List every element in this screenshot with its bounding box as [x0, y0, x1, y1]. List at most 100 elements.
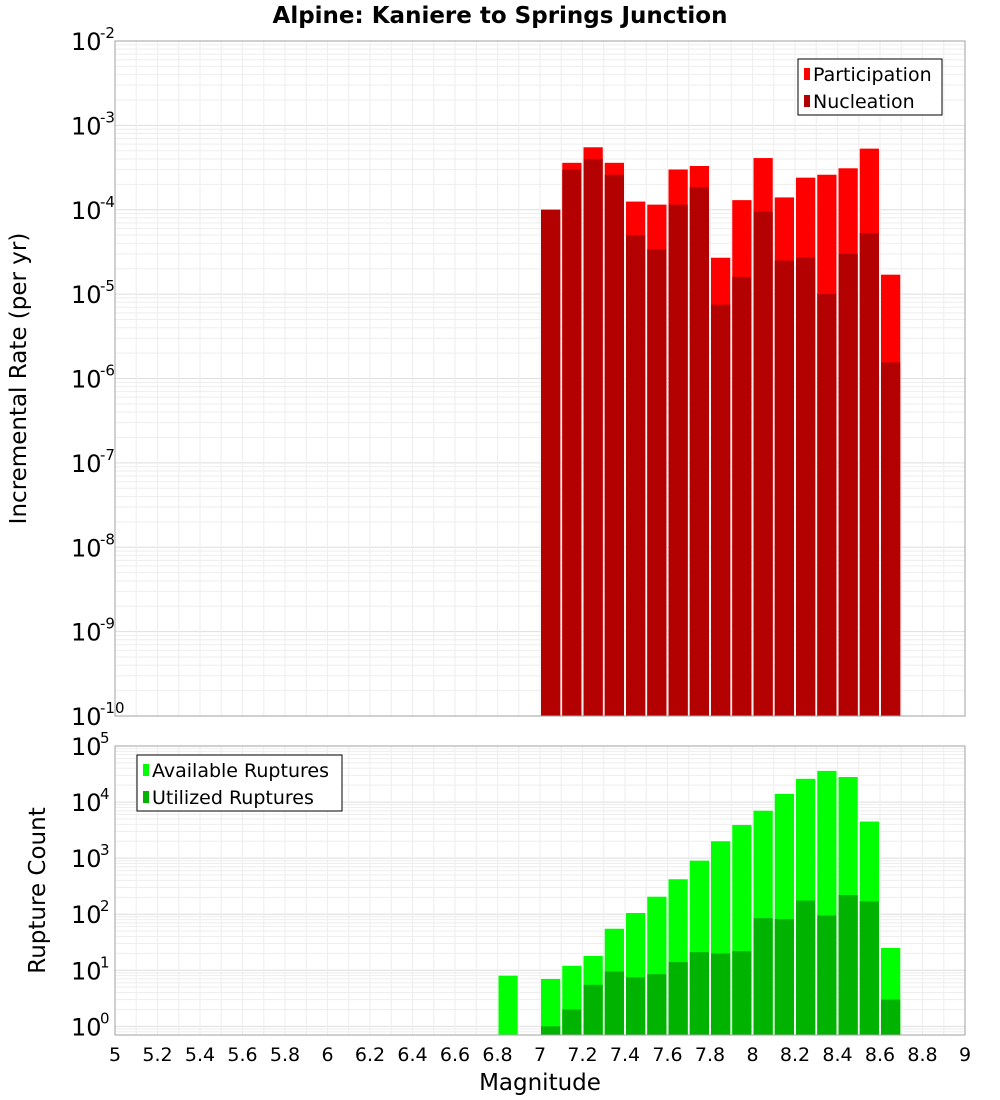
y-tick-exponent: -8 [100, 530, 115, 548]
x-tick-label: 5.2 [142, 1044, 172, 1066]
y-tick-exponent: -9 [100, 615, 115, 633]
y-tick-label: 10 [71, 197, 102, 225]
nucleation-bar [838, 253, 858, 716]
utilized-ruptures-bar [626, 977, 646, 1035]
x-tick-label: 6.8 [482, 1044, 512, 1066]
nucleation-bar [774, 260, 794, 716]
x-tick-label: 8.6 [865, 1044, 895, 1066]
x-tick-label: 6 [321, 1044, 333, 1066]
utilized-ruptures-bar [753, 918, 773, 1035]
x-axis: 5 5.2 5.4 5.6 5.8 6 6.2 6.4 6.6 6.8 7 7.2 7.4 7.6 7.8 8… [109, 1044, 971, 1066]
x-tick-label: 8.2 [780, 1044, 810, 1066]
nucleation-bar [583, 158, 603, 717]
utilized-ruptures-bar [583, 984, 603, 1035]
x-tick-label: 8.4 [822, 1044, 852, 1066]
y-tick-exponent: 1 [100, 953, 110, 971]
y-tick-exponent: 0 [100, 1009, 110, 1027]
y-tick-label: 10 [71, 789, 102, 817]
x-tick-label: 7.8 [695, 1044, 725, 1066]
nucleation-bar [541, 209, 561, 716]
utilized-ruptures-bar [881, 999, 901, 1035]
nucleation-bar [689, 187, 709, 716]
x-tick-label: 9 [959, 1044, 971, 1066]
x-tick-label: 6.4 [397, 1044, 427, 1066]
available-ruptures-bar [541, 978, 561, 1035]
x-tick-label: 8 [746, 1044, 758, 1066]
x-tick-label: 7 [534, 1044, 546, 1066]
x-tick-label: 5 [109, 1044, 121, 1066]
x-tick-label: 8.8 [907, 1044, 937, 1066]
legend-label: Nucleation [813, 91, 915, 113]
utilized-ruptures-bar [647, 974, 667, 1035]
utilized-ruptures-bar [859, 901, 879, 1035]
y-tick-label: 10 [71, 619, 102, 647]
utilized-ruptures-bar [668, 962, 688, 1035]
x-tick-label: 5.6 [227, 1044, 257, 1066]
nucleation-bar [796, 257, 816, 716]
utilized-ruptures-bar [732, 951, 752, 1035]
chart-title: Alpine: Kaniere to Springs Junction [273, 3, 728, 29]
utilized-ruptures-bar [562, 1009, 582, 1035]
nucleation-bar [562, 169, 582, 716]
legend-label: Utilized Ruptures [152, 787, 314, 809]
available-ruptures-bar [498, 975, 518, 1035]
nucleation-bar [647, 249, 667, 716]
y-tick-label: 10 [71, 957, 102, 985]
plot-frame [114, 745, 966, 1036]
utilized-ruptures-bar [541, 1026, 561, 1035]
legend-swatch [143, 791, 149, 803]
legend-swatch [804, 68, 810, 80]
y-tick-exponent: -10 [100, 699, 125, 717]
nucleation-bar [668, 204, 688, 717]
y-axis-label: Rupture Count [25, 807, 51, 973]
x-tick-label: 7.2 [567, 1044, 597, 1066]
nucleation-bar [732, 276, 752, 716]
legend-label: Available Ruptures [152, 760, 329, 782]
nucleation-bar [711, 304, 731, 716]
y-tick-exponent: 2 [100, 897, 110, 915]
plot-frame [114, 40, 966, 717]
y-tick-label: 10 [71, 450, 102, 478]
x-tick-label: 7.6 [652, 1044, 682, 1066]
utilized-ruptures-bar [838, 894, 858, 1035]
y-tick-exponent: -2 [100, 24, 115, 42]
legend-swatch [804, 95, 810, 107]
y-tick-label: 10 [71, 534, 102, 562]
y-tick-label: 10 [71, 703, 102, 731]
utilized-ruptures-bar [604, 971, 624, 1035]
y-tick-exponent: 3 [100, 841, 110, 859]
nucleation-bar [817, 294, 837, 716]
rate-panel: 10-1010-910-810-710-610-510-410-310-2Inc… [6, 24, 966, 731]
nucleation-bar [626, 235, 646, 716]
legend-swatch [143, 764, 149, 776]
legend [797, 58, 943, 116]
nucleation-bar [753, 211, 773, 716]
y-tick-label: 10 [71, 366, 102, 394]
y-tick-exponent: -5 [100, 277, 115, 295]
y-tick-label: 10 [71, 845, 102, 873]
nucleation-bar [604, 174, 624, 716]
nucleation-bar [859, 233, 879, 716]
y-tick-exponent: -6 [100, 362, 115, 380]
nucleation-bar [881, 362, 901, 716]
y-tick-exponent: 4 [100, 785, 110, 803]
y-tick-exponent: 5 [100, 729, 110, 747]
utilized-ruptures-bar [774, 919, 794, 1035]
y-tick-label: 10 [71, 733, 102, 761]
utilized-ruptures-bar [817, 915, 837, 1035]
y-tick-exponent: -3 [100, 108, 115, 126]
y-tick-exponent: -7 [100, 446, 115, 464]
utilized-ruptures-bar [796, 900, 816, 1035]
y-tick-label: 10 [71, 112, 102, 140]
utilized-ruptures-bar [711, 953, 731, 1035]
y-tick-label: 10 [71, 28, 102, 56]
y-axis-label: Incremental Rate (per yr) [6, 233, 32, 525]
y-tick-exponent: -4 [100, 193, 115, 211]
legend-label: Participation [813, 64, 932, 86]
x-tick-label: 7.4 [610, 1044, 640, 1066]
x-tick-label: 5.8 [270, 1044, 300, 1066]
y-tick-label: 10 [71, 901, 102, 929]
x-tick-label: 6.2 [355, 1044, 385, 1066]
